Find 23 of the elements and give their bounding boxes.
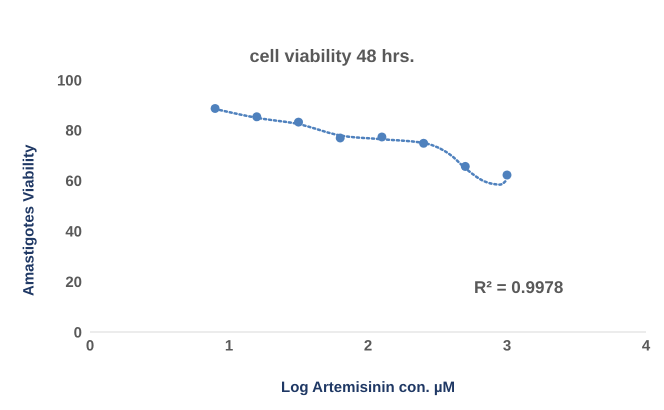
x-tick-label: 3: [502, 338, 512, 355]
y-axis-title: Amastigotes Viability: [20, 144, 38, 296]
x-tick-label: 1: [224, 338, 234, 355]
x-tick-label: 2: [364, 338, 372, 355]
point: [294, 118, 304, 127]
point: [419, 138, 428, 148]
x-axis-title: Log Artemisinin con. µM: [281, 379, 455, 396]
point: [210, 104, 220, 113]
point: [460, 162, 470, 171]
point: [252, 112, 262, 122]
point: [502, 170, 512, 180]
y-tick-label: 20: [65, 274, 82, 291]
x-tick-label: 4: [642, 338, 651, 355]
chart-title: cell viability 48 hrs.: [248, 46, 416, 67]
annotation: R² = 0.9978: [474, 278, 564, 298]
y-tick-label: 100: [56, 72, 82, 90]
y-tick-label: 80: [65, 122, 82, 140]
y-tick-label: 60: [65, 173, 82, 190]
x-tick-label: 0: [86, 338, 94, 355]
point: [377, 132, 386, 142]
point: [336, 133, 345, 142]
y-tick-label: 0: [74, 324, 82, 342]
y-tick-label: 40: [65, 224, 82, 241]
